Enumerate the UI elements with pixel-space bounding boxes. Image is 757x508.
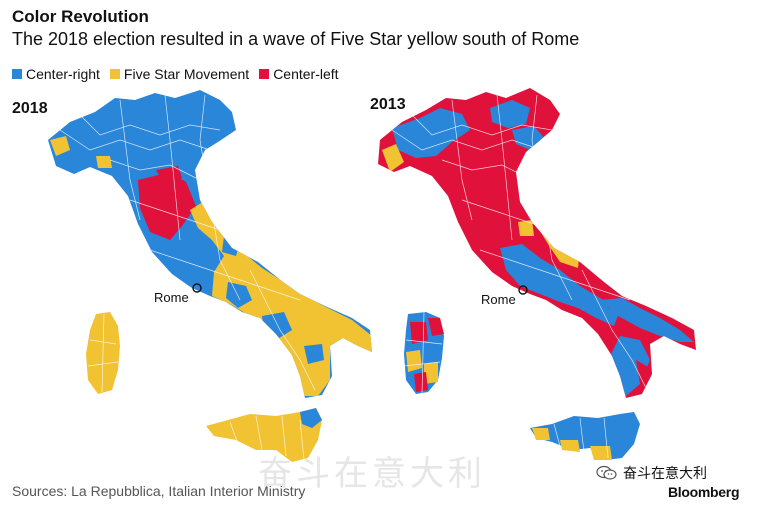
- legend-item-center-left: Center-left: [259, 66, 339, 82]
- city-label-rome-2018: Rome: [154, 290, 189, 305]
- legend-label: Center-right: [26, 66, 100, 82]
- legend-swatch: [259, 69, 270, 79]
- legend-swatch: [109, 69, 120, 79]
- map-2018: [48, 90, 372, 462]
- chart-subtitle: The 2018 election resulted in a wave of …: [12, 29, 580, 49]
- watermark: 奋斗在意大利: [258, 454, 486, 494]
- chart-title: Color Revolution: [12, 7, 149, 26]
- map-year-2018: 2018: [12, 100, 48, 117]
- wechat-icon: [596, 465, 617, 480]
- legend-label: Center-left: [273, 66, 339, 82]
- brand-logo: Bloomberg: [668, 484, 740, 500]
- city-label-rome-2013: Rome: [481, 292, 516, 307]
- map-2013: [378, 88, 696, 460]
- legend: Center-right Five Star Movement Center-l…: [12, 66, 339, 82]
- legend-swatch: [12, 69, 22, 79]
- map-year-2013: 2013: [370, 96, 406, 113]
- wechat-account: 奋斗在意大利: [596, 463, 707, 483]
- source-note: Sources: La Repubblica, Italian Interior…: [12, 483, 306, 499]
- rome-marker-icon: [518, 285, 528, 295]
- wechat-label: 奋斗在意大利: [623, 465, 707, 481]
- rome-marker-icon: [192, 283, 202, 293]
- legend-item-five-star: Five Star Movement: [109, 66, 250, 82]
- legend-item-center-right: Center-right: [12, 66, 100, 82]
- legend-label: Five Star Movement: [123, 66, 250, 82]
